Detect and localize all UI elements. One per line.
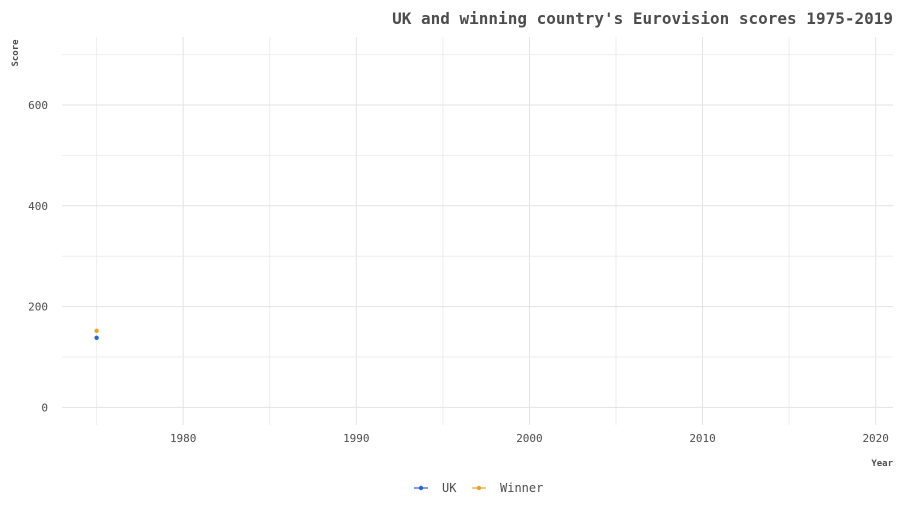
y-tick-label: 0: [41, 401, 48, 414]
legend-key-point-winner: [476, 485, 482, 491]
x-axis-title: Year: [871, 459, 893, 469]
y-tick-label: 600: [28, 99, 48, 112]
data-points: [94, 328, 99, 341]
point-uk: [94, 335, 99, 341]
tick-labels: 1980 1990 2000 2010 2020 0 200 400 600: [28, 99, 889, 445]
x-tick-label: 2000: [516, 432, 543, 445]
legend-label-winner: Winner: [500, 481, 543, 495]
x-tick-label: 1990: [343, 432, 370, 445]
legend-label-uk: UK: [442, 481, 457, 495]
chart-title: UK and winning country's Eurovision scor…: [392, 9, 893, 28]
grid: [62, 37, 893, 425]
y-axis-title: Score: [11, 39, 21, 67]
point-winner: [94, 328, 99, 333]
x-tick-label: 2020: [862, 432, 889, 445]
y-tick-label: 200: [28, 301, 48, 314]
x-tick-label: 1980: [170, 432, 197, 445]
legend-key-point-uk: [418, 485, 424, 491]
y-tick-label: 400: [28, 200, 48, 213]
x-tick-label: 2010: [689, 432, 716, 445]
legend: UK Winner: [414, 481, 543, 495]
